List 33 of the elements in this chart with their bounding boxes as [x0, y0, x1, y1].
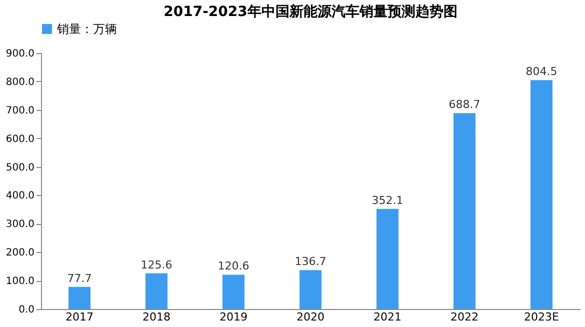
y-tick-label: 300.0 — [6, 219, 34, 230]
data-label: 77.7 — [67, 272, 92, 285]
y-tick-label: 600.0 — [6, 134, 34, 145]
bar — [300, 270, 322, 309]
bar — [376, 208, 398, 309]
y-tick-label: 200.0 — [6, 248, 34, 259]
y-tick-label: 700.0 — [6, 105, 34, 116]
bar — [222, 274, 244, 309]
data-label: 120.6 — [218, 260, 250, 273]
data-label: 136.7 — [294, 255, 326, 268]
bar — [530, 80, 552, 309]
y-tick-label: 500.0 — [6, 162, 34, 174]
data-label: 804.5 — [526, 65, 558, 78]
y-tick-label: 400.0 — [6, 190, 34, 202]
bar — [68, 286, 90, 309]
x-tick-label: 2023E — [524, 310, 560, 324]
x-tick-label: 2017 — [66, 310, 94, 324]
data-label: 352.1 — [372, 194, 404, 207]
x-tick-label: 2022 — [450, 310, 478, 324]
data-label: 125.6 — [140, 258, 172, 272]
y-tick-label: 100.0 — [6, 276, 34, 288]
legend-label: 销量：万辆 — [56, 22, 117, 36]
x-tick-label: 2019 — [220, 310, 248, 324]
chart-title: 2017-2023年中国新能源汽车销量预测趋势图 — [164, 3, 458, 20]
bar — [146, 273, 168, 309]
y-tick-label: 0.0 — [18, 304, 34, 316]
data-label: 688.7 — [448, 98, 480, 112]
x-tick-label: 2020 — [296, 310, 324, 324]
y-tick-label: 800.0 — [6, 76, 34, 88]
y-tick-label: 900.0 — [6, 48, 34, 60]
x-tick-label: 2021 — [374, 310, 402, 324]
x-tick-label: 2018 — [142, 310, 170, 324]
bar — [454, 113, 476, 309]
